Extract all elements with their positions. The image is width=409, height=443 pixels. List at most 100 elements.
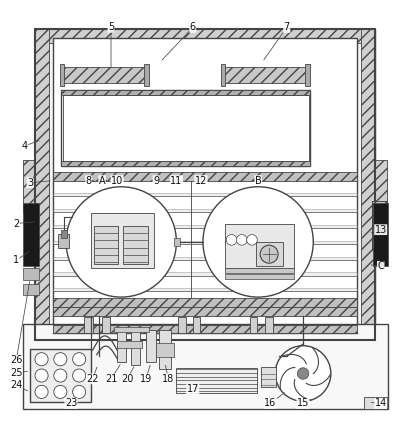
Bar	[265, 317, 272, 333]
Text: 2: 2	[13, 218, 19, 229]
Bar	[35, 29, 48, 340]
Bar	[175, 368, 257, 393]
Text: 18: 18	[162, 374, 174, 384]
Bar	[59, 64, 64, 86]
Bar	[192, 317, 200, 333]
Bar	[249, 317, 257, 333]
Bar	[371, 201, 386, 250]
Bar	[222, 67, 305, 82]
Text: 20: 20	[121, 374, 133, 384]
Text: A: A	[99, 175, 105, 186]
Bar	[23, 203, 38, 266]
Bar	[130, 330, 139, 365]
Circle shape	[35, 385, 48, 398]
Bar	[84, 317, 92, 333]
Bar	[53, 256, 357, 260]
Circle shape	[72, 369, 85, 382]
Bar	[304, 64, 309, 86]
Text: 7: 7	[283, 23, 289, 32]
Circle shape	[72, 353, 85, 366]
Text: 13: 13	[374, 225, 386, 235]
Text: 10: 10	[111, 175, 123, 186]
Bar	[35, 29, 374, 340]
Bar	[374, 160, 386, 214]
Circle shape	[35, 353, 48, 366]
Circle shape	[54, 369, 67, 382]
Text: 8: 8	[85, 175, 91, 186]
Bar	[117, 330, 126, 362]
Bar	[372, 203, 387, 266]
Text: 19: 19	[139, 374, 151, 384]
Circle shape	[202, 187, 312, 297]
Bar	[90, 214, 153, 268]
Bar	[224, 268, 293, 272]
Bar	[144, 64, 148, 86]
Circle shape	[72, 385, 85, 398]
Bar	[53, 225, 357, 228]
Circle shape	[54, 385, 67, 398]
Text: 4: 4	[21, 141, 27, 151]
Bar	[53, 325, 357, 333]
Bar	[63, 95, 308, 161]
Bar	[220, 64, 225, 86]
Bar	[58, 234, 69, 248]
Bar	[256, 242, 282, 266]
Bar	[224, 224, 293, 268]
Bar	[30, 349, 90, 402]
Text: 15: 15	[296, 398, 308, 408]
Text: 1: 1	[13, 255, 19, 265]
Circle shape	[246, 235, 257, 245]
Bar	[61, 230, 67, 238]
Bar	[155, 343, 173, 357]
Bar	[35, 29, 374, 43]
Circle shape	[236, 235, 247, 245]
Bar	[117, 341, 142, 348]
Bar	[61, 89, 310, 95]
Text: 5: 5	[108, 23, 114, 32]
Bar	[361, 29, 374, 340]
Bar	[61, 89, 310, 166]
Bar	[53, 288, 357, 291]
Text: 17: 17	[186, 384, 198, 394]
Text: 9: 9	[153, 175, 159, 186]
Bar	[53, 193, 357, 197]
Text: 6: 6	[189, 23, 196, 32]
Bar	[23, 268, 38, 280]
Bar	[178, 317, 185, 333]
Bar	[363, 397, 386, 409]
Text: 24: 24	[10, 380, 22, 390]
Bar	[159, 330, 170, 369]
Bar	[145, 330, 156, 362]
Circle shape	[274, 346, 330, 401]
Text: 16: 16	[264, 398, 276, 408]
Bar	[53, 241, 357, 244]
Text: 14: 14	[374, 398, 386, 408]
Circle shape	[54, 353, 67, 366]
Bar	[224, 274, 293, 279]
Text: 21: 21	[105, 374, 117, 384]
Bar	[123, 225, 147, 264]
Bar	[23, 284, 38, 295]
Bar	[114, 327, 148, 332]
Bar	[23, 324, 387, 409]
Bar	[94, 225, 118, 264]
Bar	[53, 39, 357, 333]
Text: C: C	[376, 261, 383, 272]
Bar	[61, 161, 310, 166]
Text: 12: 12	[194, 175, 207, 186]
Bar	[35, 29, 374, 340]
Text: 26: 26	[10, 355, 22, 365]
Bar	[174, 238, 180, 246]
Text: 25: 25	[10, 368, 22, 378]
Circle shape	[35, 369, 48, 382]
Bar	[260, 366, 275, 387]
Circle shape	[226, 235, 236, 245]
Text: 22: 22	[86, 374, 99, 384]
Circle shape	[66, 187, 176, 297]
Bar	[53, 298, 357, 307]
Circle shape	[297, 368, 308, 379]
Bar	[53, 307, 357, 316]
Circle shape	[260, 245, 277, 263]
Bar	[53, 209, 357, 212]
Bar	[53, 171, 357, 181]
